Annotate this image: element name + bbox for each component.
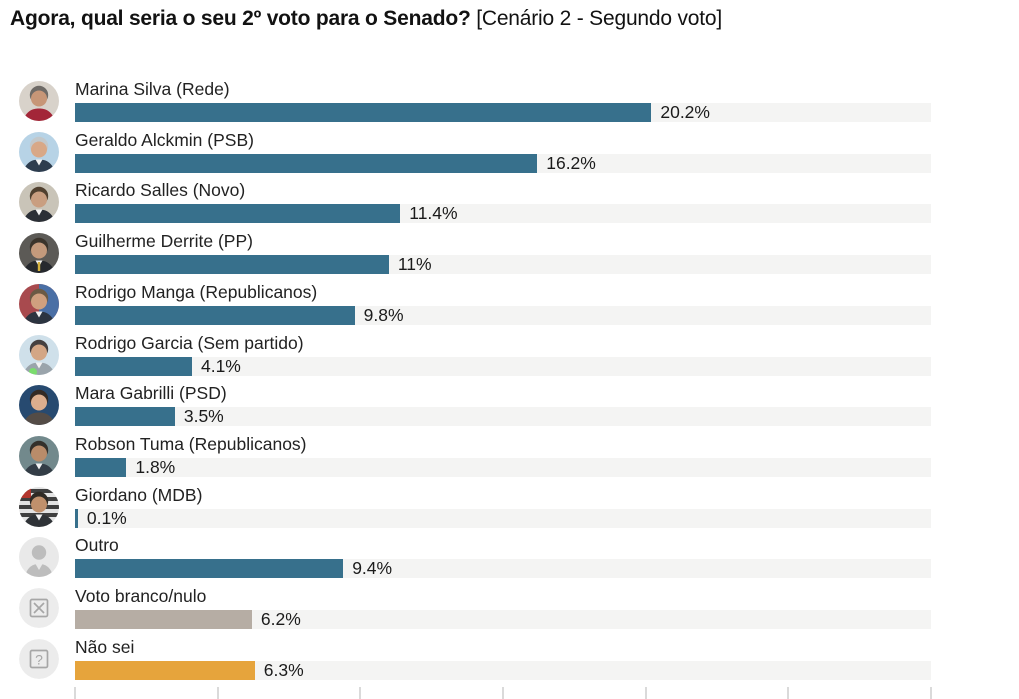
bar-geraldo-alckmin[interactable]: [75, 153, 538, 173]
bar-row-outro: Outro 9.4%: [0, 532, 1019, 583]
value-label-mara-gabrilli: 3.5%: [183, 406, 224, 427]
avatar-guilherme-derrite: [19, 233, 59, 274]
value-label-marina-silva: 20.2%: [660, 102, 710, 122]
value-label-geraldo-alckmin: 16.2%: [546, 152, 596, 173]
avatar-robson-tuma: [19, 435, 59, 476]
candidate-label-giordano: Giordano (MDB): [75, 484, 203, 505]
bar-track: 0.1%: [75, 507, 931, 528]
candidate-label-voto-branco-nulo: Voto branco/nulo: [75, 586, 207, 606]
bar-voto-branco-nulo[interactable]: [75, 610, 252, 629]
candidate-label-robson-tuma: Robson Tuma (Republicanos): [75, 433, 307, 454]
axis-tick-5: [216, 687, 219, 699]
bar-row-voto-branco-nulo: Voto branco/nulo 6.2%: [0, 583, 1019, 634]
bar-row-rodrigo-manga: Rodrigo Manga (Republicanos) 9.8%: [0, 279, 1019, 330]
avatar-rodrigo-garcia: [19, 334, 59, 375]
value-label-outro: 9.4%: [352, 558, 393, 579]
bar-row-rodrigo-garcia: Rodrigo Garcia (Sem partido) 4.1%: [0, 330, 1019, 381]
bar-row-nao-sei: ? Não sei 6.3%: [0, 634, 1019, 685]
bar-ricardo-salles[interactable]: [75, 204, 401, 224]
bar-row-mara-gabrilli: Mara Gabrilli (PSD) 3.5%: [0, 380, 1019, 431]
value-label-nao-sei: 6.3%: [263, 659, 304, 680]
bar-row-geraldo-alckmin: Geraldo Alckmin (PSB) 16.2%: [0, 127, 1019, 178]
axis-tick-15: [502, 687, 504, 699]
bar-giordano[interactable]: [75, 508, 78, 528]
candidate-label-outro: Outro: [75, 535, 119, 556]
bar-marina-silva[interactable]: [75, 103, 652, 122]
avatar-ricardo-salles: [19, 182, 59, 223]
value-label-giordano: 0.1%: [86, 507, 127, 528]
avatar-nao-sei: ?: [19, 638, 59, 679]
bar-track: 1.8%: [75, 456, 931, 477]
bar-mara-gabrilli[interactable]: [75, 407, 175, 427]
candidate-label-rodrigo-garcia: Rodrigo Garcia (Sem partido): [75, 332, 304, 353]
bar-track: 4.1%: [75, 355, 931, 376]
avatar-outro: [19, 537, 59, 578]
bar-rodrigo-manga[interactable]: [75, 305, 355, 325]
bar-row-giordano: Giordano (MDB) 0.1%: [0, 482, 1019, 533]
bar-nao-sei[interactable]: [75, 660, 255, 680]
bar-track: 6.2%: [75, 610, 931, 629]
axis-tick-10: [359, 687, 362, 699]
candidate-label-rodrigo-manga: Rodrigo Manga (Republicanos): [75, 281, 318, 302]
bar-track: 9.4%: [75, 558, 931, 579]
bar-robson-tuma[interactable]: [75, 457, 127, 477]
value-label-ricardo-salles: 11.4%: [409, 203, 458, 224]
candidate-label-geraldo-alckmin: Geraldo Alckmin (PSB): [75, 129, 254, 150]
avatar-voto-branco-nulo: [19, 588, 59, 628]
avatar-mara-gabrilli: [19, 385, 59, 426]
svg-text:?: ?: [35, 651, 43, 667]
chart-title-question: Agora, qual seria o seu 2º voto para o S…: [10, 7, 471, 30]
value-label-rodrigo-garcia: 4.1%: [200, 355, 241, 376]
value-label-voto-branco-nulo: 6.2%: [260, 609, 301, 629]
bar-track: 9.8%: [75, 304, 931, 325]
value-label-robson-tuma: 1.8%: [135, 456, 176, 477]
candidate-label-marina-silva: Marina Silva (Rede): [75, 79, 230, 99]
bar-row-robson-tuma: Robson Tuma (Republicanos) 1.8%: [0, 431, 1019, 482]
axis-tick-30: [930, 687, 932, 699]
chart-title-scenario: [Cenário 2 - Segundo voto]: [470, 7, 723, 30]
avatar-rodrigo-manga: [19, 283, 59, 324]
bar-outro[interactable]: [75, 559, 344, 579]
avatar-giordano: [19, 486, 59, 527]
candidate-label-guilherme-derrite: Guilherme Derrite (PP): [75, 231, 253, 252]
bar-track: 20.2%: [75, 103, 931, 122]
bar-row-guilherme-derrite: Guilherme Derrite (PP) 11%: [0, 228, 1019, 279]
candidate-label-mara-gabrilli: Mara Gabrilli (PSD): [75, 383, 227, 404]
bar-track: 16.2%: [75, 152, 931, 173]
bar-row-marina-silva: Marina Silva (Rede) 20.2%: [0, 76, 1019, 127]
value-label-rodrigo-manga: 9.8%: [363, 304, 404, 325]
bar-track: 11%: [75, 254, 931, 275]
bar-track: 11.4%: [75, 203, 931, 224]
bar-track: 6.3%: [75, 659, 931, 680]
candidate-label-nao-sei: Não sei: [75, 636, 135, 657]
axis-tick-20: [644, 687, 647, 699]
avatar-geraldo-alckmin: [19, 131, 59, 172]
bar-rodrigo-garcia[interactable]: [75, 356, 192, 376]
avatar-marina-silva: [19, 81, 59, 121]
bar-guilherme-derrite[interactable]: [75, 255, 389, 275]
bar-track: 3.5%: [75, 406, 931, 427]
axis-tick-0: [74, 687, 76, 699]
value-label-guilherme-derrite: 11%: [397, 254, 432, 275]
axis-tick-25: [787, 687, 790, 699]
bar-row-ricardo-salles: Ricardo Salles (Novo) 11.4%: [0, 177, 1019, 228]
chart-title: Agora, qual seria o seu 2º voto para o S…: [10, 6, 722, 32]
candidate-label-ricardo-salles: Ricardo Salles (Novo): [75, 180, 246, 201]
